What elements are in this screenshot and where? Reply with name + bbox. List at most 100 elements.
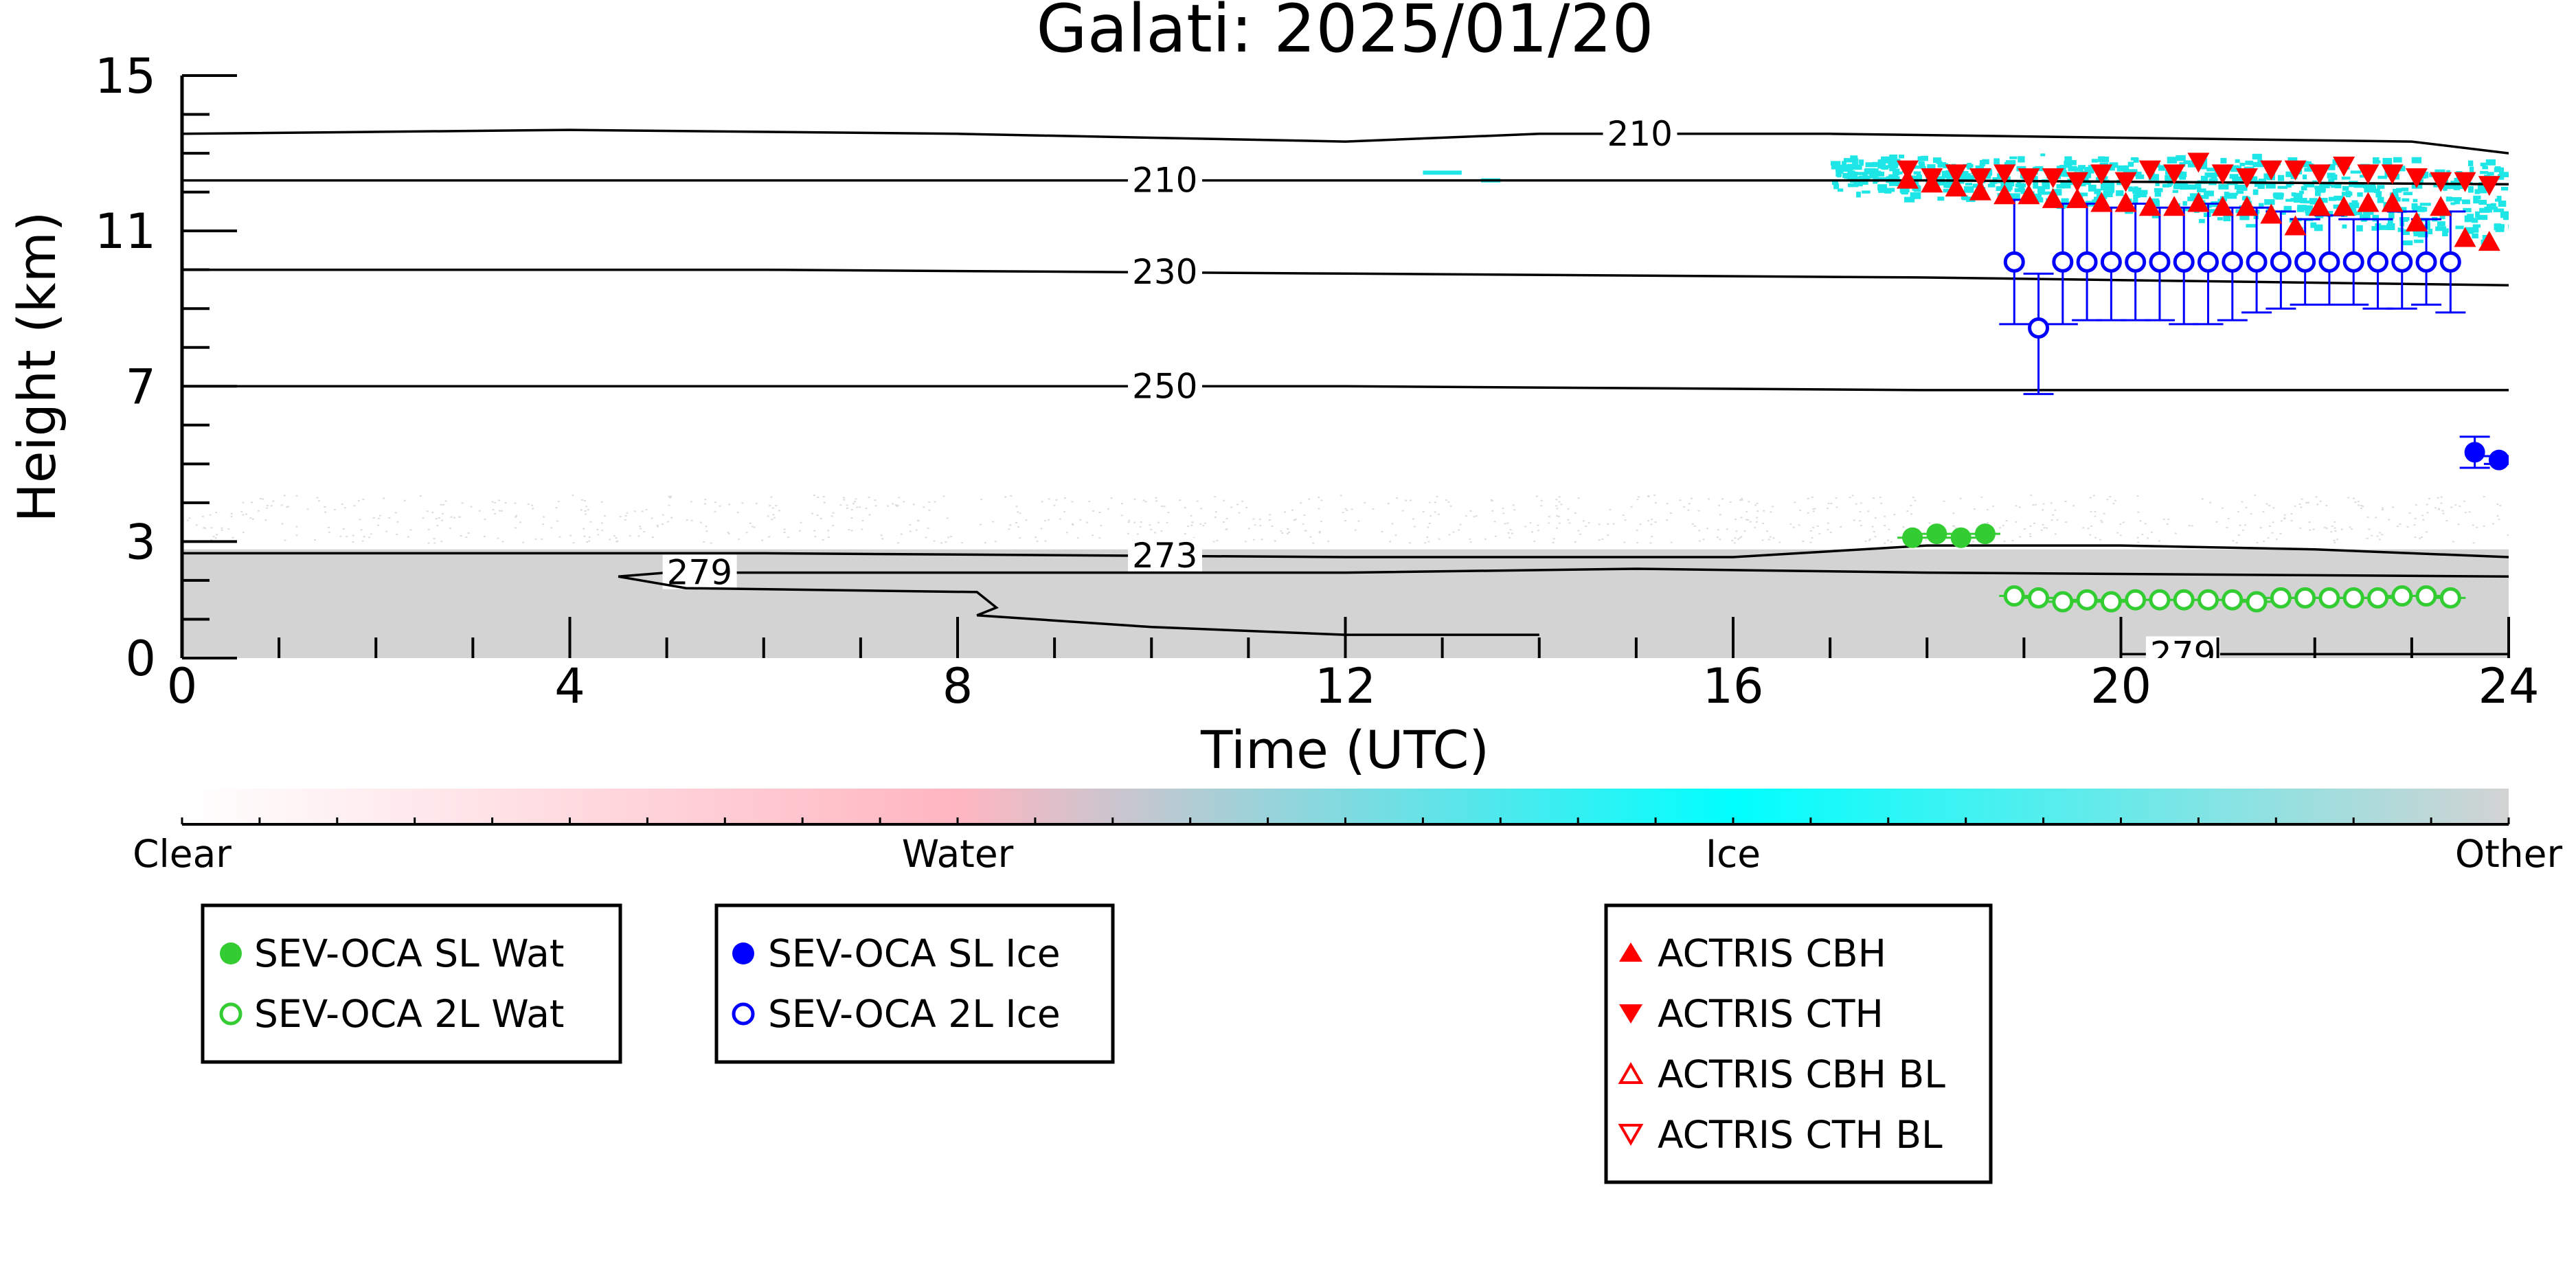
- data-point: [1950, 527, 1971, 548]
- data-point: [2028, 587, 2050, 609]
- ice-cloud-speckle: [2059, 164, 2068, 168]
- data-point: [2366, 587, 2388, 609]
- low-layer-speckle: [1639, 523, 1642, 526]
- low-layer-speckle: [1688, 503, 1691, 505]
- low-layer-speckle: [1059, 518, 1061, 520]
- low-layer-speckle: [1827, 522, 1829, 524]
- low-layer-speckle: [690, 519, 693, 521]
- ice-cloud-speckle: [2371, 226, 2380, 231]
- low-layer-speckle: [1670, 541, 1673, 543]
- low-layer-speckle: [1283, 511, 1286, 513]
- low-layer-speckle: [1830, 502, 1833, 504]
- low-layer-speckle: [1354, 529, 1357, 531]
- low-layer-speckle: [668, 495, 670, 497]
- data-point: [2308, 164, 2331, 185]
- ice-cloud-speckle: [1997, 173, 2002, 179]
- low-layer-speckle: [324, 506, 326, 508]
- ice-cloud-speckle: [1878, 171, 1885, 177]
- low-layer-speckle: [557, 501, 560, 503]
- x-tick-label: 24: [2478, 658, 2539, 714]
- ice-cloud-speckle: [2182, 171, 2187, 177]
- low-layer-speckle: [597, 534, 600, 536]
- low-layer-speckle: [1540, 505, 1543, 507]
- low-layer-speckle: [2323, 526, 2326, 528]
- low-layer-speckle: [1303, 514, 1306, 516]
- low-layer-speckle: [580, 499, 583, 501]
- ice-cloud-speckle: [2362, 210, 2370, 215]
- low-layer-speckle: [1886, 539, 1889, 541]
- low-layer-speckle: [1452, 531, 1455, 533]
- ice-cloud-speckle: [2088, 184, 2097, 192]
- low-layer-speckle: [542, 523, 545, 526]
- low-layer-speckle: [209, 514, 212, 516]
- low-layer-speckle: [714, 510, 716, 512]
- ice-cloud-speckle: [2252, 153, 2262, 160]
- ice-cloud-speckle: [1864, 168, 1875, 174]
- temperature-contour: [182, 268, 2509, 287]
- low-layer-speckle: [2290, 513, 2293, 515]
- low-layer-speckle: [396, 521, 399, 523]
- ice-cloud-speckle: [1946, 176, 1951, 183]
- low-layer-speckle: [1120, 515, 1123, 517]
- low-layer-speckle: [583, 499, 586, 501]
- low-layer-speckle: [900, 533, 903, 535]
- low-layer-speckle: [669, 497, 672, 499]
- low-layer-speckle: [1802, 540, 1805, 542]
- ice-cloud-speckle: [1877, 159, 1889, 163]
- low-layer-speckle: [1756, 517, 1759, 519]
- low-layer-speckle: [811, 512, 814, 515]
- data-point: [2260, 203, 2283, 224]
- ice-cloud-speckle: [1865, 162, 1875, 168]
- low-layer-speckle: [1880, 502, 1883, 504]
- ice-cloud-speckle: [2411, 157, 2422, 163]
- low-layer-speckle: [427, 542, 430, 544]
- ice-cloud-speckle: [2356, 225, 2363, 231]
- low-layer-speckle: [266, 507, 269, 509]
- ice-cloud-speckle: [2315, 187, 2325, 193]
- ice-cloud-speckle: [2342, 224, 2347, 229]
- low-layer-speckle: [242, 532, 245, 534]
- contour-label-bg: [1128, 162, 1203, 197]
- low-layer-speckle: [1128, 519, 1131, 521]
- low-layer-speckle: [2241, 529, 2244, 531]
- low-layer-speckle: [1855, 503, 1857, 505]
- low-layer-speckle: [266, 504, 269, 506]
- low-layer-speckle: [2033, 522, 2036, 524]
- low-layer-speckle: [470, 506, 473, 508]
- low-layer-speckle: [1772, 537, 1775, 539]
- ice-cloud-speckle: [2412, 205, 2422, 212]
- ice-cloud-speckle: [2229, 174, 2239, 179]
- low-layer-speckle: [2034, 504, 2037, 506]
- ice-cloud-speckle: [1873, 173, 1878, 178]
- ice-cloud-speckle: [2040, 153, 2046, 157]
- low-layer-speckle: [1754, 504, 1757, 506]
- low-layer-speckle: [980, 499, 982, 501]
- ice-cloud-speckle: [2450, 202, 2456, 205]
- low-layer-speckle: [1044, 540, 1047, 542]
- ice-cloud-speckle: [2377, 175, 2387, 179]
- low-layer-speckle: [2215, 521, 2218, 523]
- low-layer-speckle: [1133, 498, 1136, 500]
- low-layer-speckle: [846, 504, 848, 506]
- ice-cloud-speckle: [2396, 188, 2402, 193]
- low-layer-speckle: [1286, 532, 1289, 534]
- low-layer-speckle: [2019, 536, 2022, 538]
- ice-cloud-speckle: [2328, 179, 2335, 184]
- low-layer-speckle: [1427, 541, 1430, 543]
- low-layer-speckle: [1484, 538, 1487, 540]
- ice-cloud-speckle: [1919, 163, 1925, 167]
- data-point: [1993, 184, 2016, 205]
- low-layer-speckle: [741, 502, 744, 504]
- ice-cloud-speckle: [1889, 166, 1897, 172]
- low-layer-speckle: [2269, 525, 2271, 527]
- low-layer-speckle: [1756, 510, 1759, 512]
- low-layer-speckle: [2464, 512, 2467, 514]
- low-layer-speckle: [2262, 540, 2265, 542]
- low-layer-speckle: [600, 522, 603, 524]
- data-point: [1945, 164, 1967, 185]
- low-layer-speckle: [1254, 524, 1256, 526]
- ice-cloud-speckle: [2357, 192, 2363, 197]
- ice-cloud-speckle: [1993, 158, 2000, 165]
- low-layer-speckle: [822, 495, 825, 497]
- low-layer-speckle: [1469, 538, 1471, 540]
